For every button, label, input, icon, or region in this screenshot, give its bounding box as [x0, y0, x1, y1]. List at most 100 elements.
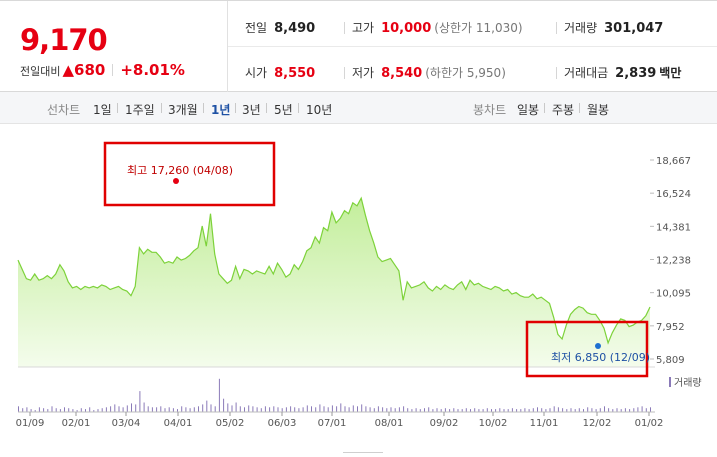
volume-bar: [38, 407, 40, 413]
volume-bar: [244, 407, 245, 413]
volume-label: 거래량: [564, 21, 598, 35]
candle-chart-label: 봉차트: [473, 103, 507, 117]
volume-bar: [151, 407, 153, 413]
volume-bar: [131, 403, 132, 412]
tab-3-month[interactable]: 3개월: [168, 103, 198, 117]
open-label: 시가: [245, 66, 268, 80]
volume-bar: [89, 407, 91, 413]
x-tick-label: 11/01: [530, 418, 559, 429]
volume-bar: [637, 407, 639, 413]
volume-bar: [273, 406, 275, 412]
volume-bar: [126, 405, 128, 412]
volume-bar: [181, 406, 183, 412]
volume-bar: [177, 409, 178, 412]
x-tick-label: 01/09: [16, 418, 45, 429]
volume-bar: [541, 408, 543, 412]
volume-bar: [80, 408, 82, 412]
volume-bar: [256, 407, 258, 413]
volume-bar: [624, 408, 626, 412]
volume-bar: [214, 406, 216, 412]
tab-monthly-candle[interactable]: 월봉: [587, 103, 610, 117]
tab-1-week[interactable]: 1주일: [125, 103, 155, 117]
volume-bar: [369, 407, 371, 413]
tab-weekly-candle[interactable]: 주봉: [552, 103, 575, 117]
volume-bar: [327, 407, 329, 413]
volume-bar: [361, 404, 363, 412]
divider: [544, 103, 545, 113]
tab-1-year[interactable]: 1년: [211, 103, 231, 117]
chart-tab-bar: 선차트 1일 1주일 3개월 1년 3년 5년 10년 봉차트 일봉 주봉 월봉: [0, 92, 717, 124]
x-tick-label: 07/01: [318, 418, 347, 429]
y-tick-label: 10,095: [656, 289, 691, 300]
volume-bar: [499, 408, 501, 412]
price-chart-svg: 18,667 16,524 14,381 12,238 10,095 7,952 5,809…: [16, 141, 702, 429]
volume-bar: [331, 405, 333, 412]
volume-bar: [281, 408, 283, 412]
low-label: 저가: [352, 66, 375, 80]
volume-bar: [377, 406, 379, 412]
divider: [344, 22, 345, 34]
volume-bar: [59, 409, 61, 412]
volume-bar: [135, 404, 137, 412]
high-value: 10,000: [381, 21, 432, 36]
volume: 거래량 301,047: [564, 19, 663, 36]
volume-legend: 거래량: [674, 377, 702, 389]
tab-daily-candle[interactable]: 일봉: [517, 103, 540, 117]
volume-bar: [269, 407, 271, 413]
high-marker: [173, 178, 179, 184]
volume-bar: [189, 408, 191, 412]
volume-bar: [495, 409, 497, 412]
x-tick-label: 06/03: [268, 418, 297, 429]
volume-bar: [64, 407, 65, 413]
volume-bar: [294, 407, 296, 413]
prev-close-value: 8,490: [274, 21, 316, 36]
divider: [112, 64, 114, 76]
volume-bar: [620, 409, 622, 412]
volume-bar: [302, 407, 304, 413]
amount-label: 거래대금: [564, 66, 609, 80]
volume-bar: [101, 408, 103, 412]
volume-bar: [583, 409, 584, 412]
volume-bar: [491, 409, 492, 412]
volume-bar: [599, 408, 601, 412]
volume-bar: [264, 406, 266, 412]
volume-bar: [411, 409, 413, 412]
volume-bar: [218, 378, 220, 413]
tab-5-year[interactable]: 5년: [274, 103, 293, 117]
y-tick-label: 14,381: [656, 222, 691, 233]
volume-bar: [252, 406, 254, 412]
y-tick-label: 5,809: [656, 355, 685, 366]
volume-bar: [503, 409, 505, 412]
volume-value: 301,047: [604, 21, 664, 36]
volume-bar: [365, 406, 367, 412]
volume-bar: [147, 406, 149, 412]
volume-bar: [478, 409, 480, 412]
tab-3-year[interactable]: 3년: [242, 103, 261, 117]
volume-bar: [248, 405, 250, 412]
volume-bar: [566, 409, 568, 412]
lower-limit: (하한가 5,950): [425, 66, 506, 80]
amount-value: 2,839: [615, 66, 657, 81]
volume-bar: [139, 391, 141, 412]
tab-1-day[interactable]: 1일: [93, 103, 112, 117]
change-label: 전일대비: [20, 65, 61, 78]
volume-bar: [578, 408, 580, 412]
volume-bar: [277, 407, 279, 413]
volume-bar: [97, 409, 99, 412]
volume-bar: [474, 408, 476, 412]
volume-bar: [72, 409, 74, 412]
y-tick-label: 16,524: [656, 189, 691, 200]
volume-bar: [545, 409, 547, 412]
price-chart[interactable]: 18,667 16,524 14,381 12,238 10,095 7,952 5,809…: [0, 124, 717, 457]
low-annotation: 최저 6,850 (12/09): [551, 351, 650, 364]
divider: [344, 67, 345, 79]
volume-bar: [340, 403, 342, 412]
high-annotation: 최고 17,260 (04/08): [127, 164, 233, 177]
volume-bar: [612, 409, 614, 412]
tab-10-year[interactable]: 10년: [306, 103, 333, 117]
prev-close: 전일 8,490: [245, 19, 315, 36]
price-area: [18, 198, 650, 367]
volume-bar: [172, 408, 174, 412]
volume-bar: [68, 408, 70, 412]
x-tick-label: 05/02: [216, 418, 245, 429]
